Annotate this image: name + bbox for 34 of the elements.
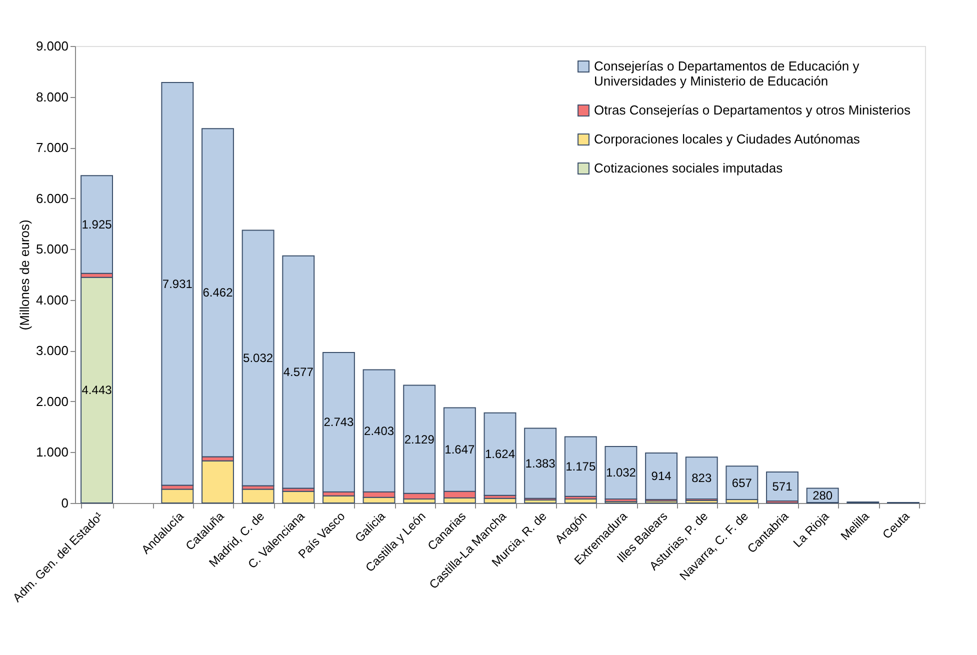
data-label: 2.129 (404, 432, 435, 446)
data-label: 2.743 (324, 415, 354, 430)
y-tick-label: 0 (61, 496, 68, 510)
data-label: 280 (812, 488, 833, 502)
data-label: 657 (732, 476, 752, 490)
y-axis-title: (Millones de euros) (16, 220, 32, 330)
y-tick-label: 3.000 (36, 343, 68, 358)
legend-label: Consejerías o Departamentos de Educación y Universidades y Ministerio de Educación (594, 58, 860, 88)
data-label: 1.175 (566, 460, 596, 474)
data-label: 2.403 (364, 424, 394, 438)
data-label: 4.577 (283, 365, 314, 380)
y-tick-label: 6.000 (36, 190, 68, 206)
y-tick-label: 2.000 (36, 394, 68, 409)
data-label: 1.925 (82, 217, 112, 232)
y-tick-label: 5.000 (36, 242, 68, 257)
data-label: 4.443 (82, 383, 112, 398)
legend-label: Cotizaciones sociales imputadas (594, 160, 784, 176)
data-label: 6.462 (202, 286, 234, 300)
y-tick-label: 7.000 (36, 140, 68, 156)
data-label: 1.383 (525, 456, 556, 470)
y-tick-label: 9.000 (36, 38, 68, 54)
legend-label: Corporaciones locales y Ciudades Autónomas (594, 132, 860, 146)
data-label: 7.931 (162, 276, 193, 291)
y-tick-label: 8.000 (36, 89, 68, 104)
data-label: 823 (692, 471, 712, 486)
data-label: 5.032 (243, 350, 274, 365)
data-label: 1.647 (444, 442, 476, 457)
data-label: 914 (651, 469, 672, 484)
y-tick-label: 4.000 (36, 292, 68, 308)
data-label: 1.624 (484, 447, 516, 462)
data-label: 571 (772, 479, 793, 494)
y-tick-label: 1.000 (36, 444, 68, 460)
legend-label: Otras Consejerías o Departamentos y otros Ministerios (594, 102, 911, 118)
data-label: 1.032 (606, 466, 636, 480)
